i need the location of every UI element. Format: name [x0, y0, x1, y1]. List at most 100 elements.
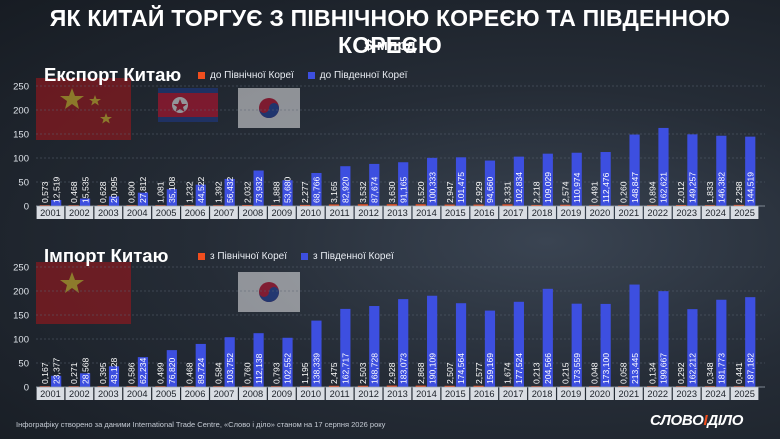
export-category-box	[441, 206, 470, 219]
export-bar-south	[195, 184, 206, 206]
import-label-south: 43,128	[109, 357, 119, 384]
export-bar-south	[484, 160, 496, 206]
export-label-north: 2,947	[445, 181, 455, 203]
import-label-south: 62,234	[138, 357, 148, 384]
import-category-box	[94, 387, 123, 400]
import-category-label: 2013	[387, 389, 408, 399]
export-legend: до Північної Кореї до Південної Кореї	[198, 70, 407, 81]
import-label-south: 183,073	[398, 353, 408, 384]
export-category-box	[615, 206, 643, 219]
import-category-label: 2004	[127, 389, 148, 399]
export-bar-north	[473, 204, 484, 206]
import-category-box	[152, 387, 180, 400]
export-category-box	[586, 206, 614, 219]
export-y-tick-label: 200	[13, 106, 29, 117]
import-bar-south	[687, 309, 698, 387]
export-bar-north	[299, 204, 311, 206]
import-category-box	[36, 387, 65, 400]
export-label-south: 110,974	[572, 172, 582, 203]
import-bar-south	[398, 299, 409, 387]
import-category-box	[701, 387, 730, 400]
export-category-box	[412, 206, 441, 219]
import-label-south: 162,717	[341, 353, 351, 384]
import-category-label: 2006	[185, 389, 206, 399]
export-label-north: 1,232	[185, 181, 195, 203]
import-legend-south: з Південної Кореї	[300, 251, 394, 262]
export-category-label: 2009	[271, 208, 292, 218]
import-category-box	[499, 387, 528, 400]
export-category-label: 2015	[445, 208, 466, 218]
import-label-south: 159,169	[485, 353, 495, 384]
import-label-north: 0,271	[69, 362, 79, 384]
export-category-label: 2006	[185, 208, 206, 218]
import-label-north: 2,507	[445, 362, 455, 384]
import-label-south: 138,339	[312, 353, 322, 384]
import-label-south: 23,377	[51, 357, 61, 384]
import-bar-south	[658, 291, 669, 387]
export-label-south: 27,812	[138, 176, 148, 203]
export-label-south: 53,680	[283, 176, 293, 203]
import-label-north: 0,213	[532, 362, 542, 384]
import-category-label: 2005	[156, 389, 177, 399]
export-bar-south	[427, 157, 438, 206]
logo-part-2: ДІЛО	[707, 412, 744, 429]
import-category-box	[296, 387, 325, 400]
export-bar-north	[386, 204, 397, 206]
logo-amp: І	[703, 412, 708, 429]
import-bar-south	[369, 306, 380, 387]
import-category-box	[586, 387, 614, 400]
export-category-label: 2010	[300, 208, 321, 218]
import-category-box	[528, 387, 556, 400]
export-label-north: 2,277	[300, 181, 310, 203]
import-label-south: 213,445	[630, 353, 640, 384]
logo: СЛОВОІДІЛО	[650, 412, 743, 429]
import-label-north: 2,868	[416, 362, 426, 384]
export-label-north: 1,392	[213, 181, 223, 203]
export-category-label: 2003	[98, 208, 119, 218]
export-bar-south	[658, 127, 669, 206]
export-category-box	[672, 206, 701, 219]
import-category-box	[65, 387, 94, 400]
import-label-north: 1,195	[300, 362, 310, 384]
import-label-south: 181,773	[717, 353, 727, 384]
import-label-south: 28,568	[80, 357, 90, 384]
import-category-label: 2020	[590, 389, 611, 399]
import-category-label: 2012	[358, 389, 379, 399]
export-label-south: 109,029	[543, 172, 553, 203]
import-category-label: 2017	[503, 389, 524, 399]
import-legend-south-label: з Південної Кореї	[312, 251, 394, 262]
import-label-north: 0,760	[242, 362, 252, 384]
import-label-north: 0,292	[676, 362, 686, 384]
export-bar-south	[311, 172, 322, 206]
export-category-label: 2012	[358, 208, 379, 218]
export-label-north: 2,298	[734, 181, 744, 203]
export-y-tick-label: 50	[18, 178, 29, 189]
import-category-label: 2015	[445, 389, 466, 399]
import-category-label: 2010	[300, 389, 321, 399]
export-bar-south	[398, 162, 409, 206]
export-label-south: 12,519	[51, 176, 61, 203]
import-bar-south	[600, 303, 611, 387]
import-y-tick-label: 200	[13, 287, 29, 298]
export-label-north: 1,081	[156, 181, 166, 203]
export-bar-north	[444, 204, 455, 206]
import-category-label: 2018	[532, 389, 553, 399]
export-bar-south	[513, 156, 524, 206]
import-label-north: 2,928	[387, 362, 397, 384]
import-category-box	[325, 387, 354, 400]
import-label-north: 0,586	[127, 362, 137, 384]
export-category-label: 2001	[40, 208, 61, 218]
export-category-box	[239, 206, 267, 219]
export-bar-south	[224, 178, 235, 206]
export-category-label: 2022	[647, 208, 668, 218]
import-label-south: 190,109	[427, 353, 437, 384]
export-category-label: 2021	[619, 208, 640, 218]
export-bar-south	[137, 192, 149, 206]
import-label-south: 174,564	[456, 353, 466, 384]
export-bar-south	[282, 180, 293, 206]
import-label-south: 177,524	[514, 353, 524, 384]
export-category-box	[383, 206, 412, 219]
import-label-south: 102,552	[283, 353, 293, 384]
import-category-label: 2009	[271, 389, 292, 399]
